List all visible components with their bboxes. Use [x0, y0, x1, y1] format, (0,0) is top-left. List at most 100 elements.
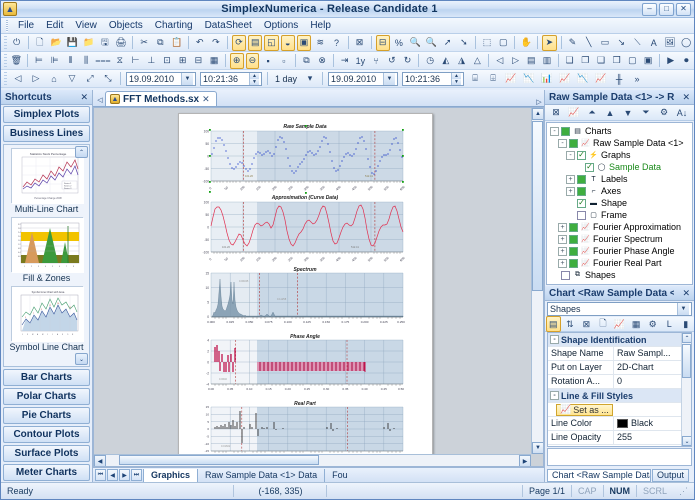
property-value[interactable]: 0: [617, 376, 623, 386]
move-top-icon[interactable]: ⏶: [588, 107, 596, 117]
x-axis-icon[interactable]: ⇥: [340, 55, 349, 65]
group-icon[interactable]: ⊕: [229, 52, 244, 69]
chart-wizard-icon[interactable]: ▤: [248, 34, 263, 51]
zoom-in-icon[interactable]: 🔍: [409, 37, 421, 47]
chevron-down-icon-2[interactable]: ▼: [383, 72, 396, 85]
frame-icon[interactable]: ▢: [628, 55, 637, 65]
sheet-tab-graphics[interactable]: Graphics: [143, 468, 198, 482]
prev-sheet-button[interactable]: ◀: [107, 469, 118, 481]
property-value[interactable]: 255: [617, 432, 633, 442]
scroll-right-icon[interactable]: ▶: [519, 455, 531, 466]
select-add-icon[interactable]: ➚: [443, 37, 452, 47]
tree-node[interactable]: - ▤ Charts: [548, 125, 692, 137]
rotate-right-icon[interactable]: ↻: [403, 55, 412, 65]
delete-icon[interactable]: 🗑: [10, 55, 23, 65]
menu-help[interactable]: Help: [310, 20, 331, 31]
property-row[interactable]: Put on Layer 2D-Chart: [548, 361, 681, 375]
skew-left-icon[interactable]: ◁: [496, 55, 504, 65]
pan-hand-icon[interactable]: ✋: [520, 37, 532, 47]
tree-node-checkbox[interactable]: [577, 174, 586, 184]
undo-icon[interactable]: ↶: [195, 37, 204, 47]
tree-node[interactable]: ✓ ▬ Shape: [548, 197, 692, 209]
save-all-icon[interactable]: 🖫: [100, 36, 109, 47]
grid-props-icon[interactable]: ▦: [631, 318, 641, 329]
copy-icon[interactable]: ⧉: [157, 37, 164, 47]
unlock-icon[interactable]: ▫: [282, 55, 286, 66]
curve-props-icon[interactable]: 📈: [613, 318, 626, 329]
tree-node[interactable]: ▢ Frame: [548, 209, 692, 221]
collapse-icon[interactable]: -: [550, 126, 559, 136]
spinner-arrows-icon[interactable]: ▲ ▼: [249, 72, 259, 85]
expand-icon[interactable]: +: [558, 234, 567, 244]
date-to-combo[interactable]: 19.09.2010 ▼: [328, 71, 399, 86]
axis-cross-icon[interactable]: ╫: [615, 73, 623, 84]
stack-3-icon[interactable]: ❑: [596, 55, 606, 65]
shortcut-bar-charts[interactable]: Bar Charts: [3, 369, 90, 386]
tree-node[interactable]: - 📈 Raw Sample Data <1>: [548, 137, 692, 149]
shortcut-thumb-symbol-line[interactable]: Symbol Line Chart with Area 579121410: [8, 286, 85, 352]
clock-icon[interactable]: ◷: [426, 55, 435, 65]
open-project-icon[interactable]: 📁: [82, 37, 95, 47]
select-remove-icon[interactable]: ➘: [460, 37, 468, 47]
scroll-down-icon[interactable]: ⌄: [75, 353, 88, 365]
space-evenly-icon[interactable]: ▦: [209, 55, 219, 65]
open-folder-icon[interactable]: 📂: [50, 37, 62, 47]
property-grid[interactable]: - Shape Identification Shape Name Raw Sampl…: [547, 332, 692, 447]
page-up-icon[interactable]: ⌂: [51, 73, 57, 84]
fill-chart-icon[interactable]: ◒: [280, 34, 295, 51]
shortcut-business-lines[interactable]: Business Lines: [3, 125, 90, 142]
expand-icon[interactable]: +: [566, 174, 575, 184]
next-sheet-button[interactable]: ▶: [119, 469, 130, 481]
tree-node[interactable]: + T Labels: [548, 173, 692, 185]
tree-node-checkbox[interactable]: ✓: [577, 150, 586, 160]
tree-node-checkbox[interactable]: ✓: [585, 162, 594, 172]
prop-scroll-down-icon[interactable]: ⌄: [682, 436, 691, 446]
menu-file[interactable]: File: [18, 20, 35, 31]
resize-grip-icon[interactable]: ⋰: [679, 485, 689, 496]
tree-node-checkbox[interactable]: [569, 138, 578, 148]
trend-chart-5-icon[interactable]: 📉: [577, 73, 589, 83]
image-tool-icon[interactable]: 🖼: [664, 37, 676, 47]
tree-node[interactable]: + 📈 Fourier Spectrum: [548, 233, 692, 245]
scroll-up-icon[interactable]: ▲: [532, 108, 543, 120]
bring-front-icon[interactable]: ▤: [527, 55, 536, 65]
menu-edit[interactable]: Edit: [46, 20, 64, 31]
triangle-icon[interactable]: △: [473, 55, 481, 65]
tree-node[interactable]: ✓ ◯ Sample Data: [548, 161, 692, 173]
collapse-icon[interactable]: -: [550, 335, 559, 344]
canvas-horizontal-scrollbar[interactable]: ◀ ▶: [94, 454, 531, 466]
print-icon[interactable]: 🖨: [115, 37, 127, 47]
tree-node-checkbox[interactable]: [569, 234, 578, 244]
toolbar3-grip[interactable]: [4, 72, 7, 85]
tree-node[interactable]: + 📈 Fourier Approximation: [548, 221, 692, 233]
duplicate-icon[interactable]: ⧉: [303, 55, 310, 65]
trend-chart-3-icon[interactable]: 📊: [541, 73, 553, 83]
polyline-tool-icon[interactable]: ⟍: [634, 37, 641, 47]
color-props-icon[interactable]: ▮: [683, 318, 689, 329]
scroll-left-icon[interactable]: ◀: [94, 455, 106, 466]
ungroup-icon[interactable]: ⊖: [245, 52, 260, 69]
pen-icon[interactable]: ✎: [568, 37, 577, 47]
sort-az-icon[interactable]: A↓: [676, 107, 688, 118]
tab-scroll-left-icon[interactable]: ◁: [97, 96, 103, 104]
time-to-spinner[interactable]: 10:21:36 ▲ ▼: [402, 71, 465, 86]
date-from-combo[interactable]: 19.09.2010 ▼: [126, 71, 196, 86]
collapse-icon[interactable]: ⤡: [104, 73, 112, 83]
rp-tab-chart[interactable]: Chart <Raw Sample Data...: [547, 468, 651, 482]
property-value[interactable]: Raw Sampl...: [617, 348, 671, 358]
tree-node-checkbox[interactable]: [561, 270, 570, 280]
toolbar-grip[interactable]: [4, 36, 7, 49]
tree-node[interactable]: + 📈 Fourier Phase Angle: [548, 245, 692, 257]
tree-node[interactable]: + ⌐ Axes: [548, 185, 692, 197]
remove-dup-icon[interactable]: ⊗: [318, 55, 326, 65]
property-row[interactable]: Line Opacity 255: [548, 431, 681, 445]
prop-scroll-thumb[interactable]: [682, 344, 691, 378]
expand-icon[interactable]: +: [558, 222, 567, 232]
distribute-v-icon[interactable]: ⊥: [147, 55, 156, 65]
tree-node-checkbox[interactable]: ✓: [577, 198, 586, 208]
step-back-icon[interactable]: ◁: [14, 73, 22, 83]
close-button[interactable]: ✕: [676, 2, 691, 16]
property-value[interactable]: Black: [614, 417, 681, 430]
select-all-tree-icon[interactable]: ⊠: [552, 107, 560, 117]
